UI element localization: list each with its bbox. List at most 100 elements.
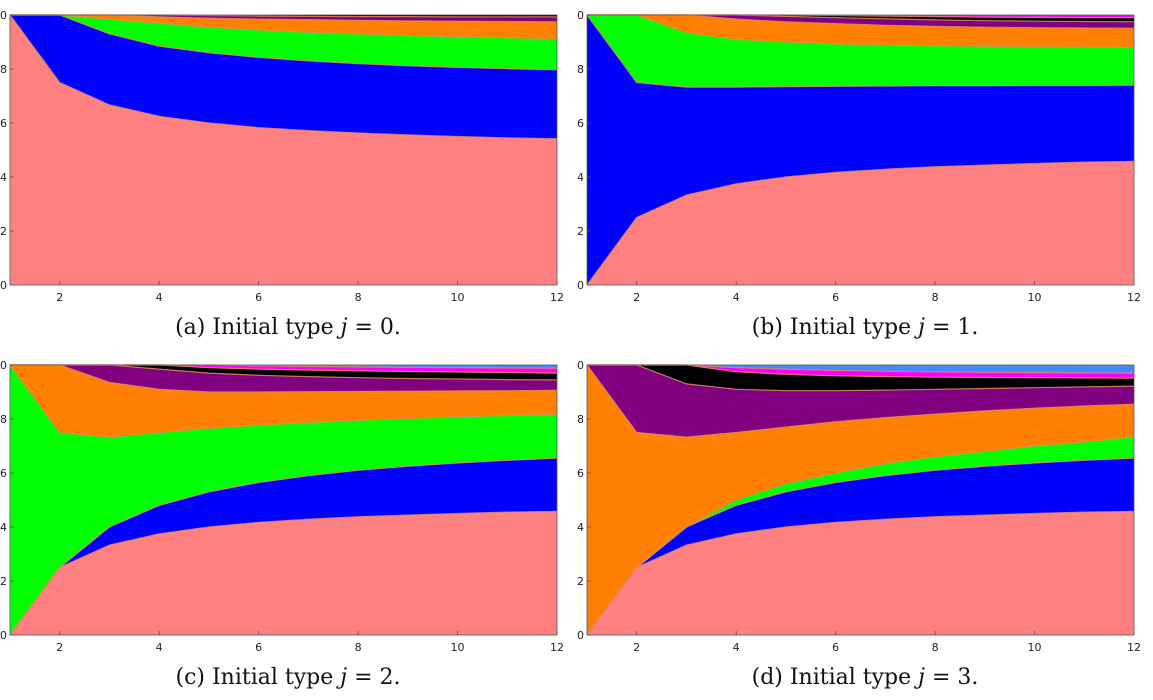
- chart-b-ytick-label-4: 0.8: [577, 63, 584, 76]
- chart-a-boundary-2: [10, 14, 558, 40]
- chart-c-frame: [9, 364, 558, 636]
- chart-panel-a: 0.0 0.2 0.4 0.6 0.8 1.0 2 4 6 8 10 12 (a) Initial t…: [0, 0, 576, 350]
- chart-c-band-3: [10, 365, 557, 438]
- chart-b-boundary-0: [586, 160, 1135, 286]
- chart-b-ytick-label-2: 0.4: [577, 171, 584, 184]
- chart-c-band-0: [10, 511, 557, 635]
- chart-c-xtick-label-1: 4: [156, 641, 163, 654]
- chart-b-band-3: [587, 15, 1134, 48]
- chart-d-band-2: [587, 436, 1134, 635]
- chart-d-band-0: [587, 511, 1134, 635]
- chart-a-ytick-label-5: 1.0: [0, 9, 7, 22]
- chart-d-xtick-label-2: 6: [832, 641, 839, 654]
- chart-b-caption: (b) Initial type j = 1.: [577, 315, 1153, 340]
- chart-d-caption-var: j: [918, 665, 925, 690]
- chart-d-xtick-label-3: 8: [932, 641, 939, 654]
- chart-b-caption-suffix: = 1.: [924, 315, 979, 340]
- chart-b-ytick-label-3: 0.6: [577, 117, 584, 130]
- chart-b-caption-prefix: (b) Initial type: [751, 315, 919, 340]
- chart-c-boundary-1: [9, 457, 558, 636]
- chart-c-caption-var: j: [340, 665, 348, 690]
- chart-d-caption-suffix: = 3.: [924, 665, 979, 690]
- chart-d-band-3: [587, 365, 1134, 635]
- chart-d-xtick-label-4: 10: [1028, 641, 1042, 654]
- chart-panel-b: 0.0 0.2 0.4 0.6 0.8 1.0 2 4 6 8 10 12 (b) Initial t…: [577, 0, 1153, 350]
- chart-c-band-2: [10, 365, 557, 635]
- chart-c-caption-prefix: (c) Initial type: [175, 665, 341, 690]
- chart-d-ytick-label-5: 1.0: [577, 359, 584, 372]
- chart-a-band-3: [10, 15, 557, 39]
- chart-d-ytick-label-2: 0.4: [577, 521, 584, 534]
- chart-d-xtick-label-0: 2: [633, 641, 640, 654]
- chart-b-band-4: [587, 15, 1134, 29]
- chart-a-boundary-1: [10, 14, 558, 71]
- chart-b-caption-var: j: [918, 315, 925, 340]
- chart-c-xtick-label-4: 10: [451, 641, 465, 654]
- chart-a-band-0: [10, 15, 557, 285]
- chart-b-xtick-label-0: 2: [633, 291, 640, 304]
- chart-b-xtick-label-2: 6: [832, 291, 839, 304]
- chart-d-plot: 0.0 0.2 0.4 0.6 0.8 1.0 2 4 6 8 10 12: [577, 359, 1141, 654]
- chart-c-ytick-label-4: 0.8: [0, 413, 7, 426]
- chart-a-ytick-label-4: 0.8: [0, 63, 7, 76]
- chart-c-xtick-label-3: 8: [355, 641, 362, 654]
- chart-a-caption-suffix: = 0.: [347, 315, 401, 340]
- chart-a-xtick-label-2: 6: [255, 291, 262, 304]
- chart-d-boundary-3: [586, 364, 1135, 438]
- chart-d-boundary-0: [586, 510, 1135, 636]
- chart-b-band-0: [587, 161, 1134, 285]
- chart-a-caption-var: j: [340, 315, 348, 340]
- chart-d-band-5: [587, 365, 1134, 391]
- chart-a-xtick-label-1: 4: [156, 291, 163, 304]
- chart-a-caption-prefix: (a) Initial type: [175, 315, 341, 340]
- chart-panel-c: 0.0 0.2 0.4 0.6 0.8 1.0 2 4 6 8 10 12 (c) Initial t…: [0, 350, 576, 700]
- chart-c-xtick-label-2: 6: [255, 641, 262, 654]
- chart-b-xtick-label-4: 10: [1028, 291, 1042, 304]
- chart-c-ytick-label-0: 0.0: [0, 629, 7, 642]
- chart-panel-d: 0.0 0.2 0.4 0.6 0.8 1.0 2 4 6 8 10 12 (d) Initial t…: [577, 350, 1153, 700]
- chart-d-band-4: [587, 365, 1134, 438]
- chart-c-band-5: [10, 365, 557, 380]
- chart-c-band-1: [10, 458, 557, 635]
- chart-b-xtick-label-3: 8: [932, 291, 939, 304]
- chart-a-ytick-label-1: 0.2: [0, 225, 7, 238]
- chart-d-ytick-label-4: 0.8: [577, 413, 584, 426]
- chart-a-band-2: [10, 15, 557, 70]
- chart-d-xtick-label-1: 4: [733, 641, 740, 654]
- chart-b-ytick-label-0: 0.0: [577, 279, 584, 292]
- chart-d-caption-prefix: (d) Initial type: [751, 665, 919, 690]
- chart-d-boundary-4: [587, 364, 1135, 392]
- chart-b-frame: [586, 14, 1135, 286]
- chart-b-plot: 0.0 0.2 0.4 0.6 0.8 1.0 2 4 6 8 10 12: [577, 9, 1141, 304]
- chart-b-xtick-label-1: 4: [733, 291, 740, 304]
- chart-c-ytick-label-1: 0.2: [0, 575, 7, 588]
- chart-b-band-1: [587, 15, 1134, 285]
- chart-a-plot: 0.0 0.2 0.4 0.6 0.8 1.0 2 4 6 8 10 12: [0, 9, 564, 304]
- chart-b-boundary-1: [586, 14, 1135, 88]
- chart-c-caption: (c) Initial type j = 2.: [0, 665, 576, 690]
- chart-c-plot: 0.0 0.2 0.4 0.6 0.8 1.0 2 4 6 8 10 12: [0, 359, 564, 654]
- chart-c-boundary-2: [9, 364, 558, 438]
- chart-d-ytick-label-0: 0.0: [577, 629, 584, 642]
- chart-a-ytick-label-0: 0.0: [0, 279, 7, 292]
- chart-c-boundary-0: [9, 510, 558, 636]
- chart-d-caption: (d) Initial type j = 3.: [577, 665, 1153, 690]
- chart-b-boundary-2: [587, 14, 1135, 48]
- chart-d-frame: [586, 364, 1135, 636]
- chart-c-caption-suffix: = 2.: [347, 665, 401, 690]
- chart-a-caption: (a) Initial type j = 0.: [0, 315, 576, 340]
- chart-c-ytick-label-2: 0.4: [0, 521, 7, 534]
- chart-d-ytick-label-3: 0.6: [577, 467, 584, 480]
- chart-c-xtick-label-0: 2: [56, 641, 63, 654]
- chart-a-xtick-label-3: 8: [355, 291, 362, 304]
- chart-c-ytick-label-5: 1.0: [0, 359, 7, 372]
- chart-a-xtick-label-5: 12: [550, 291, 564, 304]
- chart-c-xtick-label-5: 12: [550, 641, 564, 654]
- chart-d-xtick-label-5: 12: [1127, 641, 1141, 654]
- chart-a-ytick-label-2: 0.4: [0, 171, 7, 184]
- chart-b-xtick-label-5: 12: [1127, 291, 1141, 304]
- chart-a-frame: [9, 14, 558, 286]
- chart-c-band-4: [10, 365, 557, 392]
- chart-d-boundary-2: [586, 436, 1135, 636]
- chart-a-ytick-label-3: 0.6: [0, 117, 7, 130]
